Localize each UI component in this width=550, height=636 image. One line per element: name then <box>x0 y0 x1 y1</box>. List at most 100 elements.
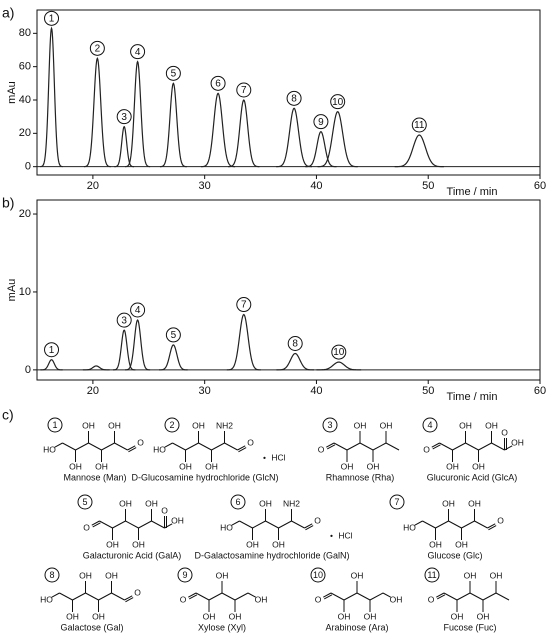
peak <box>394 134 444 168</box>
atom-label: OH <box>108 420 121 430</box>
bond <box>185 442 199 451</box>
bond <box>469 592 484 601</box>
compound-number: 10 <box>313 570 323 580</box>
atom-label: OH <box>105 570 118 580</box>
bond <box>247 592 256 598</box>
peak-label-circle <box>287 336 303 352</box>
bond <box>114 442 128 451</box>
bond <box>504 445 513 451</box>
peak <box>125 60 151 168</box>
panel-label: a) <box>2 5 14 21</box>
bond <box>72 592 86 601</box>
atom-label: OH <box>69 461 82 471</box>
atom-label: OH <box>341 461 354 471</box>
x-tick-label: 60 <box>534 180 546 192</box>
atom-label: O <box>497 515 504 525</box>
bond <box>238 447 247 453</box>
bond <box>359 442 374 451</box>
atom-label: HO <box>43 444 56 454</box>
salt-label: • <box>263 452 266 462</box>
atom-label: O <box>247 437 254 447</box>
atom-label: OH <box>272 539 285 549</box>
bond <box>188 594 198 600</box>
bond <box>51 592 60 598</box>
atom-label: OH <box>216 570 229 580</box>
atom-label: OH <box>464 570 477 580</box>
peak <box>40 359 63 371</box>
atom-label: OH <box>203 611 216 621</box>
atom-label: O <box>137 437 144 447</box>
bond <box>291 520 305 529</box>
atom-label: NH2 <box>216 420 233 430</box>
bond <box>99 520 113 529</box>
atom-label: OH <box>255 594 268 604</box>
bond <box>265 520 279 529</box>
peak <box>159 82 187 168</box>
atom-label: OH <box>455 539 468 549</box>
peak-label: 4 <box>135 305 141 316</box>
atom-label: O <box>318 444 325 454</box>
peak <box>228 99 260 168</box>
panel-label: b) <box>2 195 14 211</box>
bond <box>224 442 238 451</box>
bond <box>369 592 384 601</box>
atom-label: OH <box>446 461 459 471</box>
peak <box>316 361 362 371</box>
atom-label: OH <box>380 420 393 430</box>
atom-label: OH <box>459 420 472 430</box>
peak <box>276 352 314 371</box>
compound-name: Glucose (Glc) <box>427 550 482 560</box>
atom-label: O <box>423 444 430 454</box>
atom-label: OH <box>95 461 108 471</box>
peak-label-circle <box>286 90 302 106</box>
peak-label: 7 <box>241 85 247 96</box>
peak-label-circle <box>165 65 181 81</box>
bond <box>304 523 313 529</box>
bond <box>127 445 136 451</box>
peak-label-circle <box>130 44 146 60</box>
compound-number-circle <box>164 417 180 433</box>
bond <box>75 442 89 451</box>
bond <box>85 592 99 601</box>
bond <box>456 592 471 601</box>
compound-name: Glucuronic Acid (GlcA) <box>427 472 518 482</box>
compound-name: Galactose (Gal) <box>60 622 123 632</box>
bond <box>234 592 249 601</box>
compound-number-circle <box>322 417 338 433</box>
bond <box>435 520 449 529</box>
panel-label: c) <box>2 407 14 423</box>
x-tick-label: 50 <box>422 180 434 192</box>
peak-label-circle <box>89 40 105 56</box>
atom-label: OH <box>171 515 184 525</box>
bond <box>488 525 497 531</box>
atom-label: OH <box>338 611 351 621</box>
atom-label: HO <box>220 522 233 532</box>
atom-label: OH <box>246 539 259 549</box>
bond <box>231 520 240 526</box>
atom-label: OH <box>472 461 485 471</box>
atom-label: OH <box>82 420 95 430</box>
atom-label: OH <box>92 611 105 621</box>
compound-number-circle <box>230 494 246 510</box>
bond <box>188 592 197 598</box>
peak-label: 4 <box>135 47 141 58</box>
bond <box>164 442 173 448</box>
compound-number-circle <box>424 567 440 583</box>
peak-label-circle <box>313 114 329 130</box>
bond <box>221 592 236 601</box>
bond <box>211 442 225 451</box>
bond <box>448 520 462 529</box>
atom-label: OH <box>364 611 377 621</box>
bond <box>436 592 445 598</box>
bond <box>372 442 387 451</box>
plot-frame <box>36 9 541 176</box>
atom-label: O <box>180 594 187 604</box>
compound-number: 1 <box>52 420 57 430</box>
bond <box>59 592 73 601</box>
atom-label: OH <box>106 539 119 549</box>
peak-label-circle <box>116 312 132 328</box>
bond <box>333 442 348 451</box>
bond <box>422 520 436 529</box>
bond <box>278 520 292 529</box>
bond <box>125 597 134 603</box>
